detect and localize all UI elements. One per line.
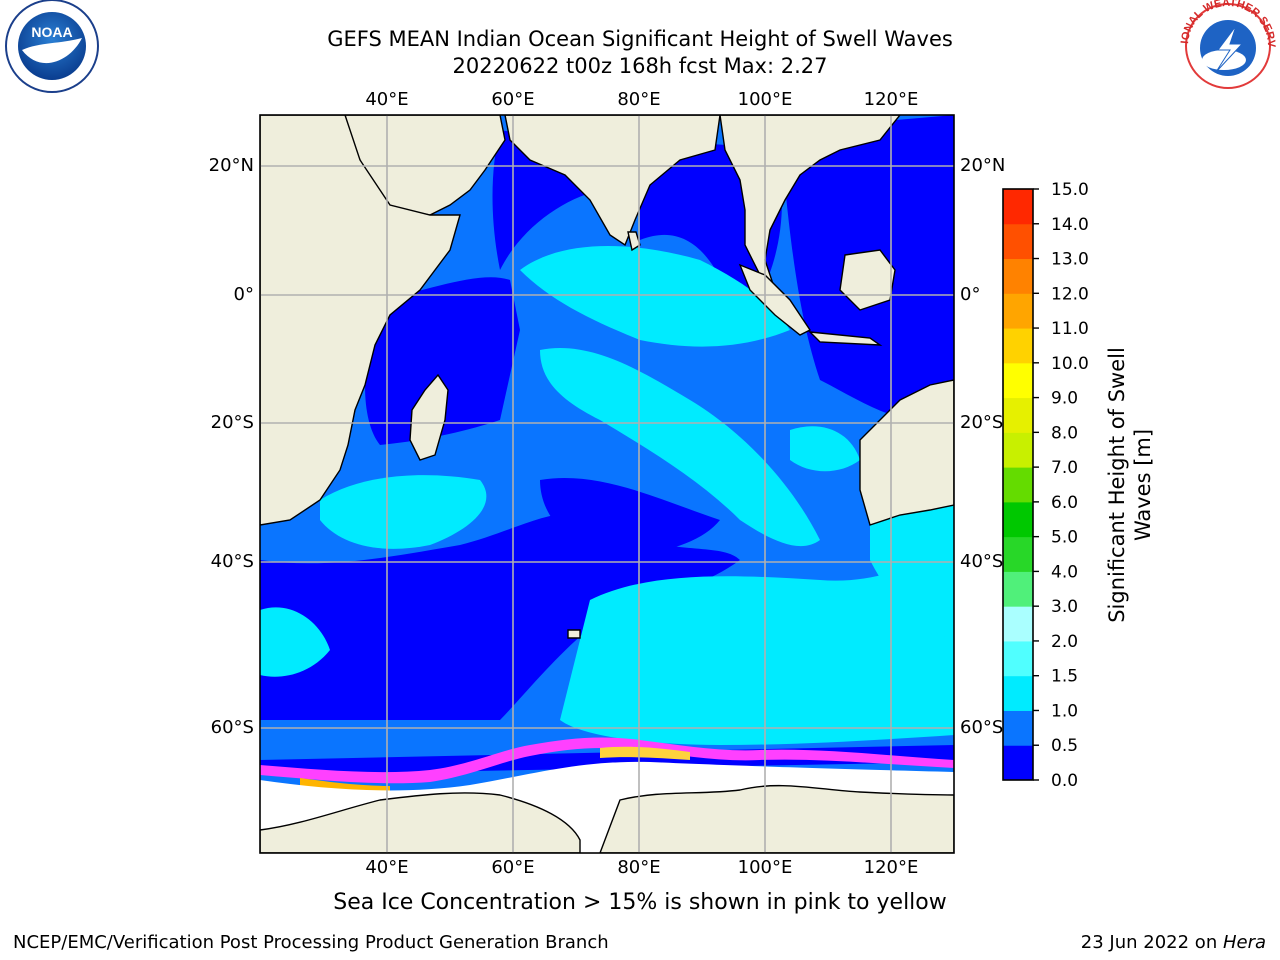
colorbar-tick-label: 7.0 <box>1051 458 1078 478</box>
high-swell-regions <box>260 246 954 745</box>
lat-label-left-60s: 60°S <box>210 717 254 738</box>
lat-label-right-40s: 40°S <box>960 551 1004 572</box>
lat-label-left-0: 0° <box>233 284 254 305</box>
chart-title: GEFS MEAN Indian Ocean Significant Heigh… <box>327 27 953 51</box>
footer-credit: NCEP/EMC/Verification Post Processing Pr… <box>13 932 609 953</box>
lat-label-right-20s: 20°S <box>960 412 1004 433</box>
colorbar-bin <box>1003 675 1033 711</box>
colorbar-tick-label: 9.0 <box>1051 389 1078 409</box>
colorbar-bin <box>1003 536 1033 572</box>
colorbar-bin <box>1003 467 1033 503</box>
colorbar-tick-label: 8.0 <box>1051 423 1078 443</box>
lat-label-left-20n: 20°N <box>208 155 254 176</box>
noaa-logo-text: NOAA <box>31 24 72 40</box>
colorbar-tick-label: 13.0 <box>1051 250 1089 270</box>
colorbar-tick-label: 1.0 <box>1051 701 1078 721</box>
footer-date-text: 23 Jun 2022 on <box>1080 932 1223 953</box>
footer-host: Hera <box>1222 932 1266 953</box>
colorbar-tick-label: 2.0 <box>1051 632 1078 652</box>
colorbar-bin <box>1003 571 1033 607</box>
colorbar-bin <box>1003 223 1033 260</box>
colorbar-bin <box>1003 397 1033 433</box>
lon-label-bottom-80e: 80°E <box>617 857 661 878</box>
colorbar-bin <box>1003 293 1033 329</box>
colorbar-tick-label: 5.0 <box>1051 528 1078 548</box>
lat-label-right-60s: 60°S <box>960 717 1004 738</box>
colorbar: 0.0 0.5 1.0 1.5 2.0 3.0 4.0 5.0 6.0 7.0 8.0 9.0 10.0… <box>1002 180 1089 791</box>
nws-logo-text: NATIONAL WEATHER SERVICE <box>0 0 1277 48</box>
colorbar-label-line1: Significant Height of Swell <box>1105 347 1129 623</box>
lon-label-top-80e: 80°E <box>617 89 661 110</box>
colorbar-bin <box>1003 258 1033 294</box>
lon-label-bottom-120e: 120°E <box>863 857 919 878</box>
svg-text:NATIONAL WEATHER SERVICE: NATIONAL WEATHER SERVICE <box>0 0 1277 48</box>
colorbar-bin <box>1003 362 1033 399</box>
colorbar-bin <box>1003 745 1033 781</box>
lat-label-right-20n: 20°N <box>960 155 1006 176</box>
colorbar-tick-label: 0.5 <box>1051 736 1078 756</box>
colorbar-label-line2: Waves [m] <box>1131 428 1155 542</box>
noaa-logo: NOAA <box>5 0 99 93</box>
gridlines <box>260 115 954 853</box>
lon-label-bottom-40e: 40°E <box>365 857 409 878</box>
lon-label-bottom-100e: 100°E <box>737 857 793 878</box>
colorbar-tick-label: 1.5 <box>1051 667 1078 687</box>
colorbar-bin <box>1003 189 1033 225</box>
colorbar-bin <box>1003 710 1033 746</box>
nws-logo: NATIONAL WEATHER SERVICE <box>0 0 1277 92</box>
colorbar-bin <box>1003 606 1033 642</box>
colorbar-tick-label: 4.0 <box>1051 562 1078 582</box>
colorbar-tick-label: 15.0 <box>1051 180 1089 200</box>
chart-subtitle: 20220622 t00z 168h fcst Max: 2.27 <box>452 54 828 78</box>
colorbar-tick-label: 11.0 <box>1051 319 1089 339</box>
map-area <box>260 115 954 853</box>
sea-ice-note: Sea Ice Concentration > 15% is shown in … <box>333 890 947 915</box>
lon-label-bottom-60e: 60°E <box>491 857 535 878</box>
colorbar-tick-label: 12.0 <box>1051 284 1089 304</box>
colorbar-tick-label: 10.0 <box>1051 354 1089 374</box>
lon-label-top-100e: 100°E <box>737 89 793 110</box>
colorbar-frame <box>1002 188 1034 781</box>
lon-label-top-40e: 40°E <box>365 89 409 110</box>
colorbar-bin <box>1003 432 1033 468</box>
colorbar-tick-label: 0.0 <box>1051 771 1078 791</box>
footer-date: 23 Jun 2022 on Hera <box>1081 932 1266 953</box>
lon-label-top-120e: 120°E <box>863 89 919 110</box>
colorbar-tick-label: 3.0 <box>1051 597 1078 617</box>
colorbar-bin <box>1003 640 1033 677</box>
lon-label-top-60e: 60°E <box>491 89 535 110</box>
colorbar-bin <box>1003 328 1033 364</box>
lat-label-right-0: 0° <box>960 284 981 305</box>
colorbar-bin <box>1003 501 1033 538</box>
colorbar-tick-label: 6.0 <box>1051 493 1078 513</box>
map-frame <box>259 114 955 854</box>
lat-label-left-20s: 20°S <box>210 412 254 433</box>
colorbar-tick-label: 14.0 <box>1051 215 1089 235</box>
lat-label-left-40s: 40°S <box>210 551 254 572</box>
